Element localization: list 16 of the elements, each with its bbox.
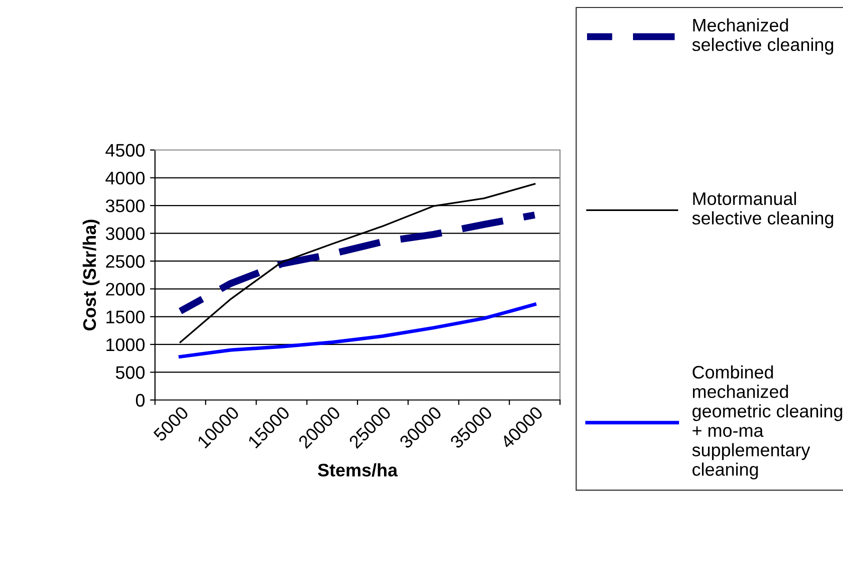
x-axis-title: Stems/ha <box>318 463 398 477</box>
y-tick-label: 3000 <box>106 227 145 240</box>
legend-label: Mechanized selective cleaning <box>692 18 834 55</box>
y-tick-label: 1000 <box>106 338 145 352</box>
y-tick-label: 2000 <box>106 282 145 296</box>
legend-label: Combined mechanized geometric cleaning + mo-ma supplementary cleaning <box>692 365 842 480</box>
y-tick-label: 4500 <box>106 144 145 157</box>
y-axis-title: Cost (Skr/ha) <box>82 220 100 330</box>
y-tick-label: 500 <box>116 366 145 379</box>
y-tick-label: 3500 <box>106 199 145 212</box>
y-tick-label: 1500 <box>106 310 145 324</box>
y-tick-label: 0 <box>136 394 145 407</box>
line-series <box>178 302 536 358</box>
y-tick-label: 4000 <box>106 172 145 184</box>
y-tick-label: 2500 <box>106 255 145 268</box>
legend-label: Motormanual selective cleaning <box>692 192 834 228</box>
